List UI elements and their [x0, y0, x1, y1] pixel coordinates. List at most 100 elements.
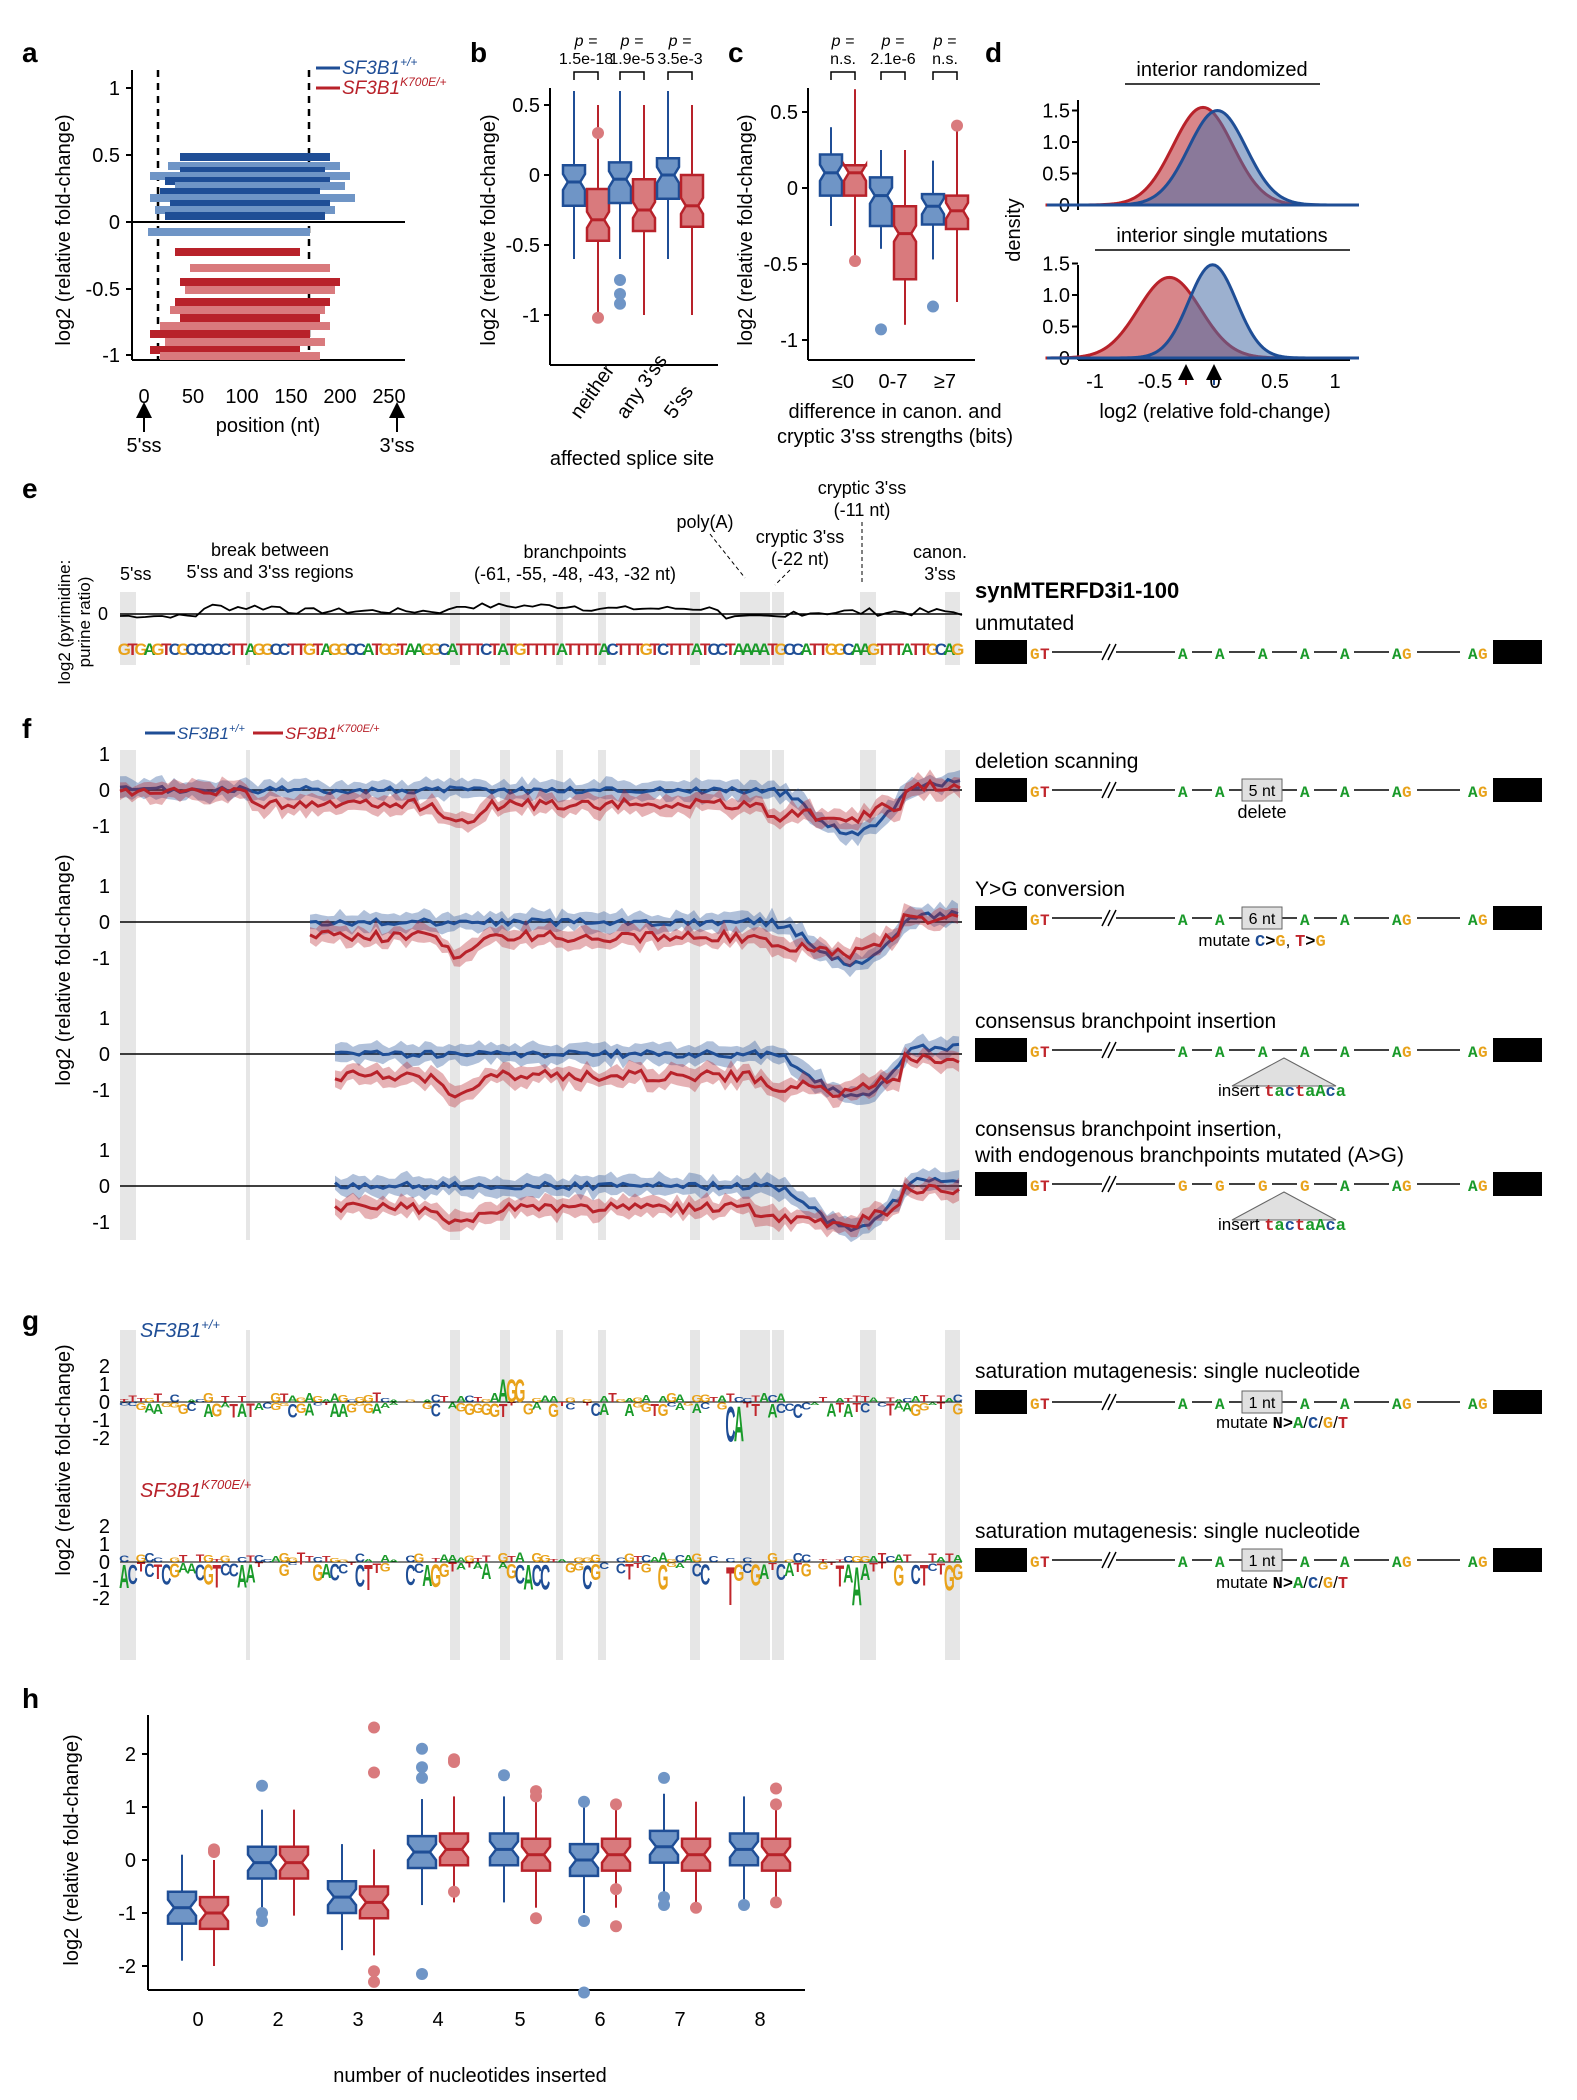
c-mut-box — [892, 204, 918, 281]
g-logo-down: A — [372, 1401, 383, 1417]
b-pval: 1.9e-5 — [609, 51, 654, 68]
d-xtick: -0.5 — [1138, 371, 1172, 393]
panel-letter-c: c — [728, 37, 744, 68]
g-logo-down: C — [338, 1560, 348, 1576]
e-seq-nt: T — [809, 640, 820, 659]
g-logo-down: G — [590, 1561, 601, 1586]
schem-ag: A — [1468, 646, 1478, 664]
a-xtick: 50 — [182, 386, 204, 408]
a-ytick: -0.5 — [86, 279, 120, 301]
g-logo-down: A — [144, 1401, 154, 1415]
schem-gt: T — [1040, 1178, 1050, 1196]
exon-right — [1490, 640, 1542, 664]
h-ytick: -1 — [118, 1903, 136, 1925]
e-seq-nt: T — [574, 640, 585, 659]
e-seq-nt: C — [278, 640, 290, 659]
schem-title-bp2b: with endogenous branchpoints mutated (A>… — [974, 1144, 1404, 1167]
schem-a: A — [1178, 1554, 1188, 1572]
g-logo-up: G — [624, 1551, 635, 1565]
a-mut-bar — [150, 346, 300, 354]
g-logo-down: G — [312, 1560, 323, 1587]
g-logo-up: C — [709, 1555, 720, 1564]
a-5ss-label: 5'ss — [127, 435, 162, 457]
b-pval: 3.5e-3 — [657, 51, 702, 68]
e-sequence: GTGAGTCGCCCCCTTAGGCCTTGTAGGCCATGGTAAGGCA… — [118, 640, 965, 659]
g-logo-up: G — [632, 1397, 643, 1404]
g-logo-down: C — [700, 1401, 711, 1412]
g-logo-down: C — [591, 1401, 601, 1421]
g-logo-up: T — [474, 1557, 483, 1563]
e-seq-nt: G — [151, 640, 164, 659]
e-seq-nt: G — [926, 640, 939, 659]
g-ytick: 1 — [99, 1534, 110, 1556]
panel-letter-b: b — [470, 37, 487, 68]
d-bottom-title: interior single mutations — [1116, 225, 1327, 247]
a-mut-bar — [185, 286, 335, 294]
g-logo-down: G — [346, 1401, 357, 1416]
g-logo-up: C — [464, 1394, 475, 1404]
g-logo-up: A — [641, 1393, 651, 1405]
g-logo-up: T — [120, 1399, 129, 1404]
g-logo-up: C — [144, 1550, 154, 1565]
c-ytick: 0.5 — [770, 102, 798, 124]
e-seq-nt: T — [313, 640, 324, 659]
schem-ag: G — [1478, 646, 1488, 664]
e-canon-1: canon. — [913, 542, 967, 562]
g-logo-down: G — [422, 1401, 433, 1412]
g-logo-up: G — [481, 1399, 492, 1404]
g-logo-up: T — [819, 1396, 828, 1404]
schem-ag: G — [1478, 1178, 1488, 1196]
e-seq-nt: C — [842, 640, 854, 659]
g-logo-up: G — [203, 1391, 214, 1405]
g-logo-down: T — [768, 1561, 777, 1572]
e-seq-nt: G — [774, 640, 787, 659]
g-logo-down: T — [465, 1562, 474, 1570]
g-logo-down: G — [161, 1402, 172, 1409]
g-logo-down: A — [860, 1561, 870, 1586]
a-mut-bar — [170, 306, 325, 314]
g-logo-down: A — [153, 1401, 164, 1418]
c-xcat: ≤0 — [832, 371, 854, 393]
f-ytick: 1 — [99, 876, 110, 898]
schem-ag: G — [1402, 1044, 1412, 1062]
f-ytick: 1 — [99, 1140, 110, 1162]
e-seq-nt: T — [919, 640, 930, 659]
h-mut-box-outlier — [530, 1912, 542, 1925]
g-logo-down: A — [532, 1401, 542, 1412]
g-logo-up: A — [953, 1553, 963, 1565]
h-wt-box-outlier — [256, 1779, 268, 1792]
g-logo-down: A — [734, 1397, 744, 1453]
a-xlabel: position (nt) — [216, 415, 321, 437]
c-xlabel-1: difference in canon. and — [788, 401, 1001, 423]
schem-ag: A — [1468, 1044, 1478, 1062]
e-seq-nt: A — [244, 640, 256, 659]
e-seq-nt: T — [548, 640, 559, 659]
e-bp-1: branchpoints — [523, 542, 626, 562]
e-seq-nt: T — [161, 640, 172, 659]
a-wt-bar — [180, 167, 325, 175]
schem-ag: A — [1392, 784, 1402, 802]
exon-left — [975, 778, 1027, 802]
b-wt-box-outlier — [614, 274, 626, 286]
b-pval-p: p = — [668, 33, 692, 50]
g-logo-down: A — [448, 1402, 459, 1411]
schem-ag: A — [1468, 1554, 1478, 1572]
d-xtick: -1 — [1086, 371, 1104, 393]
g-logo-down: T — [625, 1559, 634, 1584]
g-logo-up: A — [835, 1397, 846, 1403]
e-seq-nt: C — [345, 640, 357, 659]
g-logo-down: C — [599, 1561, 610, 1572]
g-logo-down: G — [683, 1402, 694, 1407]
d-top-title: interior randomized — [1136, 59, 1307, 81]
schem-a: A — [1340, 1178, 1350, 1196]
g-logo-down: G — [464, 1401, 475, 1419]
schem-box — [1241, 1390, 1283, 1414]
c-wt-box — [868, 176, 894, 228]
schem-a: A — [1178, 912, 1188, 930]
e-seq-nt: A — [901, 640, 913, 659]
a-3ss-label: 3'ss — [380, 435, 415, 457]
b-ylabel: log2 (relative fold-change) — [478, 114, 500, 345]
c-xlabel-2: cryptic 3'ss strengths (bits) — [777, 426, 1013, 448]
d-ytick-bottom: 1.5 — [1042, 254, 1070, 276]
